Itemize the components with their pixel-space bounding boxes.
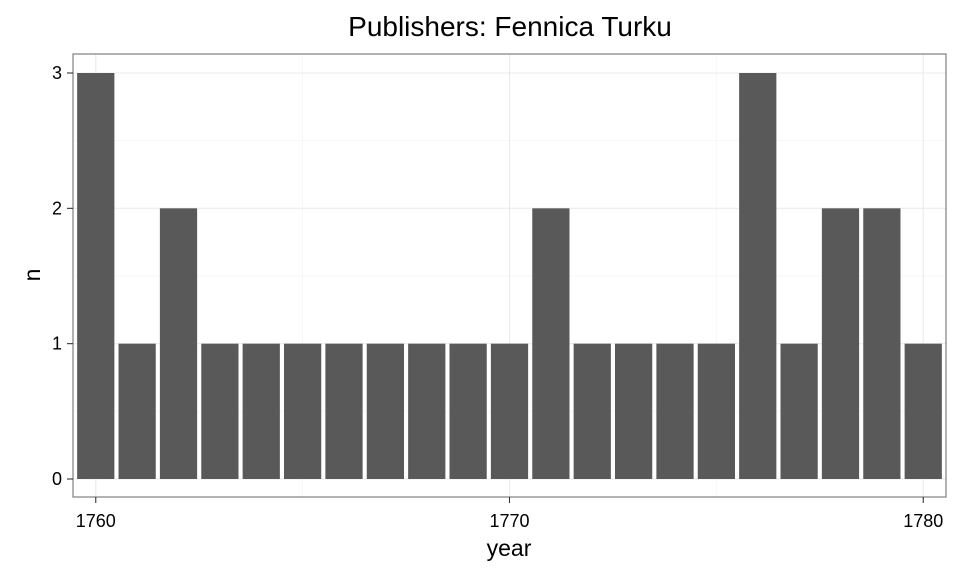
bar-1761 xyxy=(118,343,156,479)
y-tick-label: 1 xyxy=(52,334,62,354)
bar-1774 xyxy=(656,343,694,479)
chart-title: Publishers: Fennica Turku xyxy=(348,11,672,42)
y-axis-title: n xyxy=(19,269,45,282)
bar-1763 xyxy=(201,343,239,479)
y-tick-label: 3 xyxy=(52,63,62,83)
bar-1778 xyxy=(821,208,860,480)
axes: 0 1 2 3 1760 1770 1780 xyxy=(52,63,943,531)
bar-1775 xyxy=(697,343,735,479)
x-axis-title: year xyxy=(487,535,532,561)
bar-1772 xyxy=(573,343,611,479)
bar-1766 xyxy=(325,343,363,479)
bar-1771 xyxy=(532,208,570,480)
x-tick-label: 1760 xyxy=(76,511,116,531)
bar-1769 xyxy=(449,343,487,479)
bar-1767 xyxy=(366,343,404,479)
bar-1780 xyxy=(904,343,942,479)
bar-1770 xyxy=(490,343,529,479)
bar-1773 xyxy=(615,343,653,479)
bar-1768 xyxy=(408,343,446,479)
y-tick-label: 2 xyxy=(52,198,62,218)
x-tick-label: 1780 xyxy=(903,511,943,531)
bar-1776 xyxy=(739,73,777,479)
bar-1762 xyxy=(159,208,198,480)
bars xyxy=(77,73,942,480)
y-tick-label: 0 xyxy=(52,469,62,489)
bar-1764 xyxy=(242,343,280,479)
x-tick-label: 1770 xyxy=(489,511,529,531)
bar-1765 xyxy=(284,343,322,479)
bar-1777 xyxy=(780,343,818,479)
bar-1779 xyxy=(863,208,901,480)
bar-1760 xyxy=(77,73,115,479)
